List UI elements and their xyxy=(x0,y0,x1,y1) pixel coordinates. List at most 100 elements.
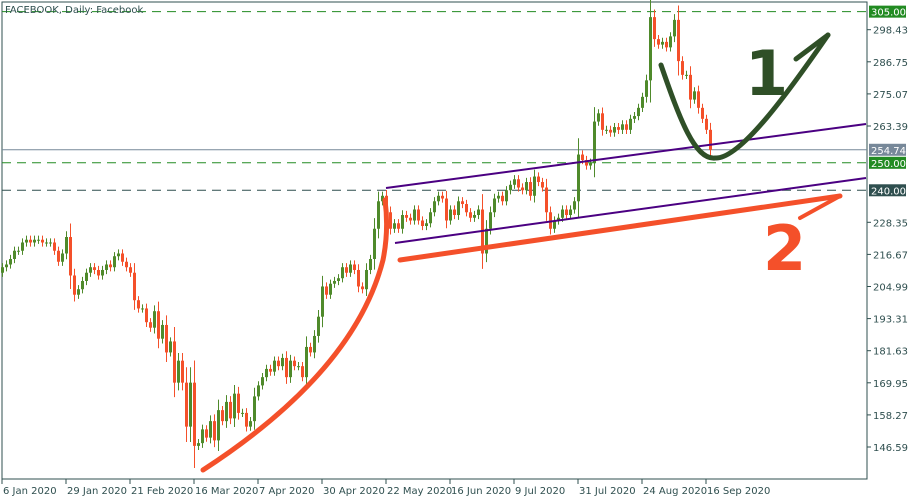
candle[interactable] xyxy=(697,85,700,114)
candle[interactable] xyxy=(209,415,212,444)
candle[interactable] xyxy=(437,191,440,206)
candle[interactable] xyxy=(497,191,500,203)
candle[interactable] xyxy=(341,263,344,283)
candle[interactable] xyxy=(93,263,96,275)
candle[interactable] xyxy=(605,125,608,134)
candle[interactable] xyxy=(129,263,132,277)
candle[interactable] xyxy=(277,356,280,371)
candle[interactable] xyxy=(361,282,364,294)
candle[interactable] xyxy=(677,5,680,76)
candle[interactable] xyxy=(5,260,8,272)
candle[interactable] xyxy=(117,249,120,261)
candle[interactable] xyxy=(441,191,444,203)
candle[interactable] xyxy=(105,260,108,275)
candle[interactable] xyxy=(193,360,196,468)
candle[interactable] xyxy=(521,183,524,195)
candle[interactable] xyxy=(509,180,512,195)
candle[interactable] xyxy=(33,235,36,247)
candle[interactable] xyxy=(353,260,356,275)
candle[interactable] xyxy=(653,9,656,47)
arrow-1-curve[interactable] xyxy=(658,32,831,161)
candle[interactable] xyxy=(585,155,588,170)
candle[interactable] xyxy=(237,386,240,420)
candle[interactable] xyxy=(225,395,228,428)
candle[interactable] xyxy=(541,177,544,192)
candle[interactable] xyxy=(701,103,704,123)
candle[interactable] xyxy=(333,276,336,288)
candle[interactable] xyxy=(673,14,676,43)
candle[interactable] xyxy=(617,122,620,134)
candle[interactable] xyxy=(241,408,244,418)
candle[interactable] xyxy=(125,257,128,272)
candle[interactable] xyxy=(269,364,272,376)
candle[interactable] xyxy=(501,191,504,206)
candle[interactable] xyxy=(477,205,480,220)
candle[interactable] xyxy=(365,263,368,296)
channel-upper-line[interactable] xyxy=(385,123,867,189)
candle[interactable] xyxy=(161,320,164,344)
candle[interactable] xyxy=(573,197,576,214)
candle[interactable] xyxy=(145,303,148,328)
candle[interactable] xyxy=(221,406,224,426)
candle[interactable] xyxy=(321,275,324,328)
candle[interactable] xyxy=(401,210,404,234)
candle[interactable] xyxy=(81,276,84,294)
candle[interactable] xyxy=(345,263,348,277)
candle[interactable] xyxy=(689,66,692,109)
candle[interactable] xyxy=(265,364,268,382)
candle[interactable] xyxy=(465,199,468,217)
candle[interactable] xyxy=(325,282,328,299)
candle[interactable] xyxy=(133,263,136,310)
candle[interactable] xyxy=(613,122,616,137)
candle[interactable] xyxy=(197,439,200,450)
candle[interactable] xyxy=(17,246,20,255)
candle[interactable] xyxy=(89,263,92,277)
candle[interactable] xyxy=(649,0,652,103)
candle[interactable] xyxy=(609,125,612,137)
candle[interactable] xyxy=(25,235,28,247)
candle[interactable] xyxy=(185,367,188,443)
candle[interactable] xyxy=(409,213,412,225)
candle[interactable] xyxy=(21,238,24,255)
candle[interactable] xyxy=(153,305,156,334)
candle[interactable] xyxy=(113,252,116,272)
candle[interactable] xyxy=(337,274,340,286)
candle[interactable] xyxy=(1,263,4,277)
candle[interactable] xyxy=(377,191,380,239)
candle[interactable] xyxy=(257,381,260,401)
candle[interactable] xyxy=(433,197,436,217)
candle[interactable] xyxy=(149,318,152,332)
candle[interactable] xyxy=(141,304,144,313)
candle[interactable] xyxy=(29,235,32,247)
candle[interactable] xyxy=(249,417,252,431)
candle[interactable] xyxy=(553,216,556,233)
candle[interactable] xyxy=(633,111,636,123)
candle[interactable] xyxy=(61,249,64,266)
candle[interactable] xyxy=(349,260,352,277)
candle[interactable] xyxy=(305,336,308,388)
candle[interactable] xyxy=(421,216,424,231)
candle[interactable] xyxy=(169,337,172,357)
candle[interactable] xyxy=(669,32,672,52)
candle[interactable] xyxy=(405,210,408,222)
candle[interactable] xyxy=(429,208,432,228)
candle[interactable] xyxy=(49,238,52,247)
candle[interactable] xyxy=(217,399,220,451)
candle[interactable] xyxy=(373,218,376,270)
candle[interactable] xyxy=(37,235,40,244)
rally-curve-arrow[interactable] xyxy=(200,197,390,473)
candle[interactable] xyxy=(77,285,80,299)
candle[interactable] xyxy=(461,197,464,209)
candle[interactable] xyxy=(469,208,472,222)
candle[interactable] xyxy=(681,56,684,80)
candle[interactable] xyxy=(625,120,628,134)
candle[interactable] xyxy=(41,235,44,247)
candle[interactable] xyxy=(109,260,112,272)
candle[interactable] xyxy=(381,191,384,206)
candle[interactable] xyxy=(205,425,208,442)
candle[interactable] xyxy=(709,122,712,157)
arrow-2-line[interactable] xyxy=(397,193,843,263)
candle[interactable] xyxy=(545,178,548,221)
candle[interactable] xyxy=(9,254,12,269)
candle[interactable] xyxy=(285,351,288,384)
